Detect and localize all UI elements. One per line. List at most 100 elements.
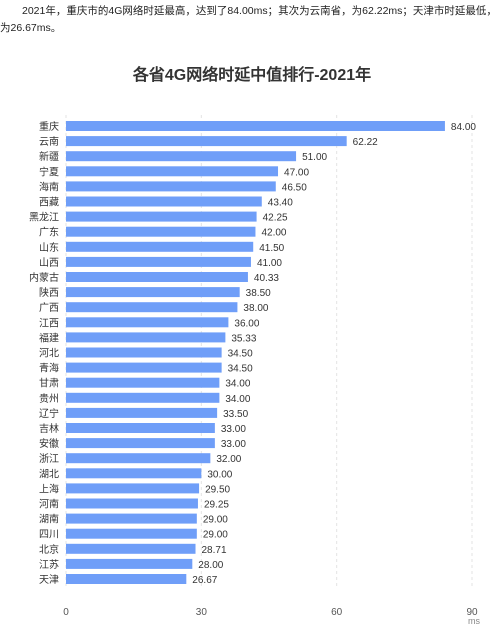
bar xyxy=(66,423,215,433)
bar xyxy=(66,332,226,343)
data-label: 51.00 xyxy=(302,152,327,163)
data-label: 47.00 xyxy=(284,167,309,178)
bar xyxy=(66,574,187,584)
bar xyxy=(66,543,196,554)
data-label: 42.00 xyxy=(261,228,286,239)
category-label: 湖北 xyxy=(39,468,59,480)
bar xyxy=(66,558,193,569)
category-label: 广东 xyxy=(39,226,59,239)
category-label: 湖南 xyxy=(39,513,59,526)
data-label: 26.67 xyxy=(192,575,217,586)
data-label: 29.00 xyxy=(203,530,228,541)
bar xyxy=(66,181,276,192)
bar xyxy=(66,453,211,464)
bar xyxy=(66,211,257,222)
category-label: 北京 xyxy=(39,543,59,556)
bar-chart: 各省4G网络时延中值排行-2021年 重庆云南新疆宁夏海南西藏黑龙江广东山东山西… xyxy=(29,65,480,626)
category-label: 四川 xyxy=(39,530,59,541)
bar xyxy=(66,256,251,267)
bar xyxy=(66,241,254,252)
data-label: 33.50 xyxy=(223,409,248,420)
data-label: 41.00 xyxy=(257,258,282,269)
bar xyxy=(66,407,218,418)
data-label: 36.00 xyxy=(234,318,259,329)
category-label: 山东 xyxy=(39,241,59,254)
data-label: 33.00 xyxy=(221,424,246,435)
category-label: 内蒙古 xyxy=(29,271,59,284)
category-label: 青海 xyxy=(39,362,59,375)
category-label: 宁夏 xyxy=(39,165,59,178)
data-label: 43.40 xyxy=(268,198,293,209)
bar xyxy=(66,302,238,313)
bar xyxy=(66,287,240,298)
bar xyxy=(66,196,262,207)
data-label: 29.25 xyxy=(204,500,229,511)
bar xyxy=(66,468,202,479)
category-label: 辽宁 xyxy=(39,407,59,420)
data-label: 34.00 xyxy=(225,379,250,390)
bar xyxy=(66,483,200,494)
x-tick-label: 60 xyxy=(331,607,343,618)
chart-card: 各省4G网络时延中值排行-2021年 重庆云南新疆宁夏海南西藏黑龙江广东山东山西… xyxy=(0,40,500,644)
data-label: 28.71 xyxy=(202,545,227,556)
data-label: 29.00 xyxy=(203,515,228,526)
category-label: 河北 xyxy=(39,348,59,360)
category-label: 福建 xyxy=(39,331,59,344)
category-label: 上海 xyxy=(39,482,59,495)
bar xyxy=(66,166,279,177)
data-label: 84.00 xyxy=(451,122,476,133)
category-label: 山西 xyxy=(39,257,59,269)
bar xyxy=(66,498,198,509)
data-label: 34.00 xyxy=(225,394,250,405)
intro-paragraph: 2021年，重庆市的4G网络时延最高，达到了84.00ms；其次为云南省，为62… xyxy=(0,0,500,41)
category-label: 黑龙江 xyxy=(29,211,59,224)
category-label: 云南 xyxy=(39,135,59,148)
category-label: 广西 xyxy=(39,302,59,314)
data-label: 40.33 xyxy=(254,273,279,284)
bar xyxy=(66,392,220,403)
chart-title: 各省4G网络时延中值排行-2021年 xyxy=(132,65,371,84)
category-label: 吉林 xyxy=(39,422,59,435)
x-tick-label: 30 xyxy=(196,607,208,618)
bar xyxy=(66,347,222,358)
bar xyxy=(66,362,222,373)
data-label: 62.22 xyxy=(353,137,378,148)
bar xyxy=(66,272,248,282)
category-label: 新疆 xyxy=(39,150,59,163)
intro-text: 2021年，重庆市的4G网络时延最高，达到了84.00ms；其次为云南省，为62… xyxy=(0,5,497,34)
category-label: 江苏 xyxy=(39,558,59,571)
category-label: 海南 xyxy=(39,180,59,193)
category-label: 江西 xyxy=(39,317,59,329)
bar xyxy=(66,513,197,524)
data-label: 35.33 xyxy=(231,333,256,344)
data-label: 38.50 xyxy=(246,288,271,299)
category-label: 天津 xyxy=(39,574,59,586)
data-label: 46.50 xyxy=(282,182,307,193)
category-label: 贵州 xyxy=(39,392,59,405)
x-tick-label: 0 xyxy=(63,607,69,618)
category-label: 重庆 xyxy=(39,120,59,133)
data-label: 41.50 xyxy=(259,243,284,254)
bar xyxy=(66,438,215,449)
x-tick-label: 90 xyxy=(466,607,478,618)
data-label: 32.00 xyxy=(216,454,241,465)
category-label: 浙江 xyxy=(39,453,59,465)
category-label: 甘肃 xyxy=(39,377,59,390)
data-label: 34.50 xyxy=(228,364,253,375)
data-label: 42.25 xyxy=(263,213,288,224)
bar xyxy=(66,151,297,162)
category-label: 河南 xyxy=(39,498,59,511)
data-label: 34.50 xyxy=(228,349,253,360)
category-label: 陕西 xyxy=(39,286,59,299)
bar xyxy=(66,317,229,328)
bar xyxy=(66,136,347,147)
data-label: 30.00 xyxy=(207,469,232,480)
category-label: 西藏 xyxy=(39,197,59,209)
data-label: 29.50 xyxy=(205,484,230,495)
bar xyxy=(66,528,197,539)
bar xyxy=(66,226,256,237)
bar xyxy=(66,121,445,131)
data-label: 38.00 xyxy=(243,303,268,314)
data-label: 33.00 xyxy=(221,439,246,450)
bar xyxy=(66,377,220,388)
